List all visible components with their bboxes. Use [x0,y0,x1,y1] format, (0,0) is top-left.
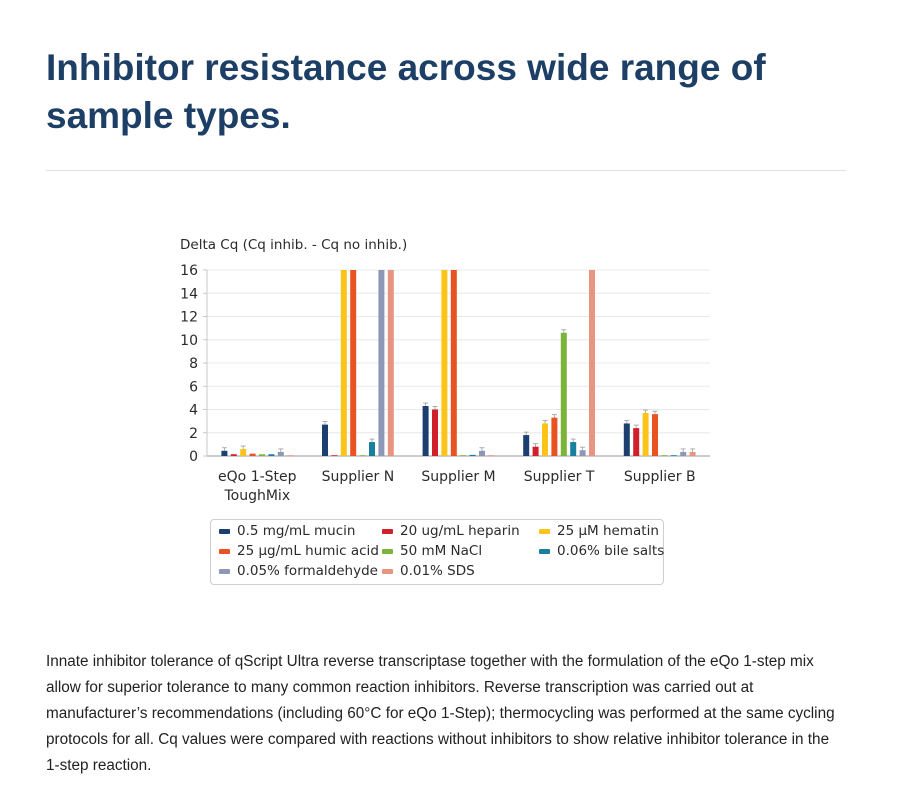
bar [460,455,467,456]
legend-label: 25 µM hematin [557,523,659,539]
legend-item: 0.06% bile salts [539,543,664,559]
legend-swatch [539,548,550,554]
y-tick-label: 2 [189,426,198,442]
y-tick-label: 4 [189,403,198,419]
page-title: Inhibitor resistance across wide range o… [46,47,766,136]
bar [287,455,294,456]
legend-label: 20 ug/mL heparin [400,523,520,539]
y-tick-label: 12 [180,310,198,326]
bar [240,449,247,456]
bar [432,409,438,456]
legend-item: 25 µg/mL humic acid [219,543,379,559]
legend-item: 20 ug/mL heparin [382,523,520,539]
legend-label: 50 mM NaCl [400,543,483,559]
bar [589,270,595,456]
bar [277,451,284,456]
bar [340,270,347,456]
bar [670,455,677,456]
bar [268,454,275,456]
legend-swatch [382,528,393,534]
bar [551,417,558,456]
bar [642,412,649,456]
legend-label: 0.05% formaldehyde [237,563,378,579]
bar-chart: Delta Cq (Cq inhib. - Cq no inhib.) 0 2 4 6 8… [180,237,710,504]
legend-item: 0.5 mg/mL mucin [219,523,355,539]
bar [488,455,495,456]
bar [331,455,338,456]
bar [441,270,448,456]
x-tick-label: Supplier N [322,469,395,485]
y-tick-label: 16 [180,263,198,279]
legend-swatch [539,528,550,534]
legend-item: 50 mM NaCl [382,543,482,559]
bar [350,270,357,456]
x-tick-label: ToughMix [223,488,290,504]
x-tick-label: Supplier T [524,469,595,485]
y-axis-label: Delta Cq (Cq inhib. - Cq no inhib.) [180,237,407,253]
legend-label: 0.06% bile salts [557,543,665,559]
divider [46,170,846,171]
legend-label: 25 µg/mL humic acid [237,543,379,559]
bar [652,414,658,456]
bar [661,455,668,456]
bar [249,453,256,456]
x-tick-label: Supplier M [421,469,495,485]
legend-swatch [219,528,230,534]
y-tick-label: 0 [189,449,198,465]
bar [230,454,237,456]
chart-figure: Delta Cq (Cq inhib. - Cq no inhib.) 0 2 4 6 8… [170,230,730,590]
y-tick-label: 8 [189,356,198,372]
legend-swatch [382,568,393,574]
bar [322,424,328,456]
bar [422,406,429,456]
y-tick-label: 10 [180,333,198,349]
legend-swatch [219,548,230,554]
bar [532,446,539,456]
y-tick-label: 6 [189,379,198,395]
legend-swatch [382,548,393,554]
bar [579,450,586,456]
bar [221,450,228,456]
legend-label: 0.5 mg/mL mucin [237,523,356,539]
bar [359,455,366,456]
bar [479,450,485,456]
bar [689,451,696,456]
bar [680,451,687,456]
y-tick-label: 14 [180,286,198,302]
bar [542,423,548,456]
bar [570,442,577,456]
bar [623,423,630,456]
bar [469,454,476,456]
x-tick-label: Supplier B [624,469,696,485]
bar [560,332,567,456]
figure-caption: Innate inhibitor tolerance of qScript Ul… [46,653,835,774]
x-tick-label: eQo 1-Step [218,469,297,485]
legend-label: 0.01% SDS [400,563,475,579]
bar [387,270,394,456]
legend-item: 0.05% formaldehyde [219,563,378,579]
legend-item: 0.01% SDS [382,563,475,579]
bar [523,435,530,456]
bar [378,270,385,456]
bar [369,442,375,456]
bar [450,270,457,456]
legend-item: 25 µM hematin [539,523,659,539]
legend-swatch [219,568,230,574]
bar [633,428,640,456]
chart-legend: 0.5 mg/mL mucin 20 ug/mL heparin 25 µM hem… [210,519,664,585]
bar [259,454,265,456]
